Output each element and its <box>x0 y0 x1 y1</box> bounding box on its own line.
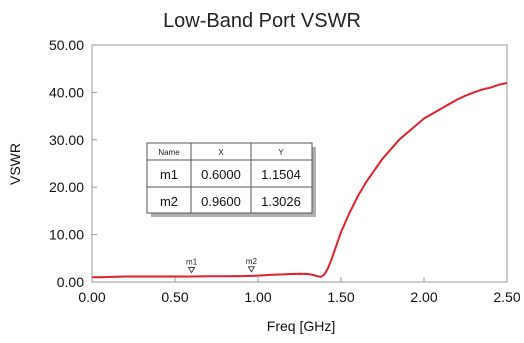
x-tick-label: 0.00 <box>78 289 105 305</box>
table-cell-m2-y: 1.3026 <box>261 194 301 209</box>
x-tick-label: 2.50 <box>493 289 520 305</box>
table-header-name: Name <box>158 148 180 157</box>
y-tick-label: 0.00 <box>57 274 84 290</box>
y-tick-label: 50.00 <box>49 37 84 53</box>
x-tick-label: 0.50 <box>161 289 188 305</box>
marker-m1-symbol <box>187 267 196 274</box>
x-tick-label: 2.00 <box>410 289 437 305</box>
marker-m2-symbol <box>247 266 256 273</box>
y-axis: 0.00 10.00 20.00 30.00 40.00 50.00 <box>49 37 97 290</box>
marker-table: Name X Y m1 0.6000 1.1504 m2 0.9600 1.30… <box>146 142 316 217</box>
marker-m2-label: m2 <box>246 257 258 266</box>
marker-m1-label: m1 <box>186 258 198 267</box>
table-cell-m1-name: m1 <box>160 167 178 182</box>
y-tick-label: 10.00 <box>49 227 84 243</box>
x-axis: 0.00 0.50 1.00 1.50 2.00 2.50 <box>78 277 521 305</box>
table-cell-m1-x: 0.6000 <box>201 167 241 182</box>
marker-table-box <box>146 142 313 214</box>
y-tick-label: 20.00 <box>49 179 84 195</box>
table-header-y: Y <box>278 148 284 157</box>
y-axis-label: VSWR <box>7 143 23 185</box>
vswr-series-line <box>92 81 508 279</box>
table-header-x: X <box>218 148 224 157</box>
y-tick-label: 30.00 <box>49 132 84 148</box>
chart-title: Low-Band Port VSWR <box>163 10 361 32</box>
y-tick-label: 40.00 <box>49 84 84 100</box>
table-cell-m1-y: 1.1504 <box>261 167 301 182</box>
x-tick-label: 1.50 <box>327 289 354 305</box>
table-cell-m2-x: 0.9600 <box>201 194 241 209</box>
x-axis-label: Freq [GHz] <box>267 318 335 334</box>
x-tick-label: 1.00 <box>244 289 271 305</box>
markers: m1 m2 <box>186 257 258 274</box>
table-cell-m2-name: m2 <box>160 194 178 209</box>
